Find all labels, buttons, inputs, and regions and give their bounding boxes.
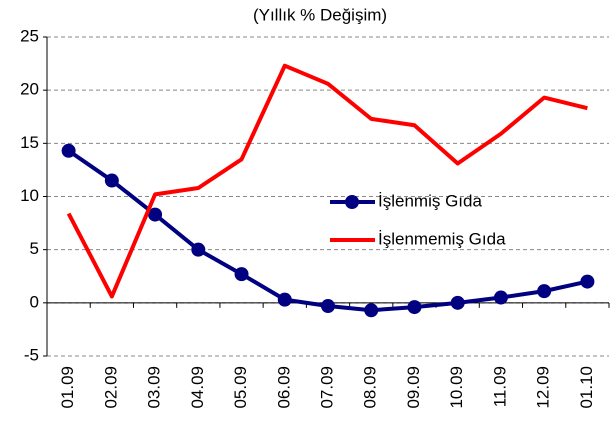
marker	[104, 173, 119, 188]
x-tick-label: 03.09	[145, 366, 164, 409]
x-tick-label: 11.09	[490, 366, 509, 407]
marker	[580, 274, 595, 289]
y-tick-label: 5	[30, 239, 39, 258]
x-tick-label: 09.09	[404, 366, 423, 409]
marker	[234, 267, 249, 282]
marker	[537, 284, 552, 299]
y-tick-label: 15	[20, 133, 39, 152]
x-tick-label: 10.09	[447, 366, 466, 409]
marker	[191, 242, 206, 257]
marker	[407, 300, 422, 315]
x-tick-label: 12.09	[534, 366, 553, 409]
legend-marker	[345, 195, 359, 209]
marker	[61, 143, 76, 158]
x-tick-label: 01.10	[577, 366, 596, 409]
marker	[321, 299, 335, 314]
marker	[148, 207, 163, 222]
y-tick-label: -5	[24, 345, 39, 364]
legend-label: İşlenmiş Gıda	[378, 191, 482, 210]
x-tick-label: 06.09	[274, 366, 293, 409]
y-tick-label: 10	[20, 186, 39, 205]
x-tick-label: 07.09	[317, 366, 336, 409]
x-tick-label: 08.09	[361, 366, 380, 409]
x-tick-label: 04.09	[188, 366, 207, 409]
marker	[450, 295, 465, 310]
x-tick-label: 01.09	[58, 366, 77, 409]
chart-title: (Yıllık % Değişim)	[253, 5, 387, 24]
marker	[364, 303, 379, 318]
marker	[277, 292, 292, 307]
x-tick-label: 02.09	[101, 366, 120, 409]
series-line	[66, 63, 588, 299]
series-line	[67, 149, 588, 313]
y-tick-label: 20	[20, 80, 39, 99]
y-tick-label: 0	[30, 292, 39, 311]
legend-label: İşlenmemiş Gıda	[378, 229, 506, 248]
y-tick-label: 25	[20, 26, 39, 45]
x-tick-label: 05.09	[231, 366, 250, 409]
marker	[493, 290, 508, 305]
